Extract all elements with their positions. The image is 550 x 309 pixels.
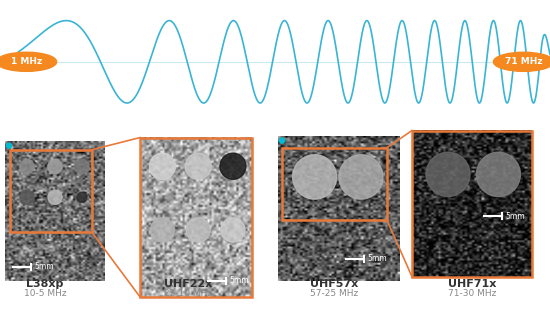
Bar: [10, 150, 92, 232]
Circle shape: [279, 138, 284, 143]
Circle shape: [48, 190, 62, 204]
Circle shape: [150, 218, 174, 242]
Text: 10-5 MHz: 10-5 MHz: [24, 289, 67, 298]
Bar: [140, 138, 252, 297]
Circle shape: [426, 152, 470, 197]
Circle shape: [77, 192, 87, 202]
Circle shape: [150, 153, 175, 179]
Text: UHF22x: UHF22x: [164, 279, 212, 289]
Text: 5mm: 5mm: [34, 262, 54, 271]
Text: 71-30 MHz: 71-30 MHz: [448, 289, 496, 298]
Text: 57-25 MHz: 57-25 MHz: [310, 289, 358, 298]
Circle shape: [48, 160, 62, 174]
Ellipse shape: [493, 52, 550, 71]
Text: L38xp: L38xp: [26, 279, 64, 289]
Circle shape: [185, 153, 211, 179]
Text: 5mm: 5mm: [505, 212, 525, 221]
Ellipse shape: [0, 52, 57, 71]
Text: UHF57x: UHF57x: [310, 279, 358, 289]
Text: 22-10 MHz: 22-10 MHz: [164, 289, 212, 298]
Circle shape: [75, 160, 89, 174]
Circle shape: [220, 153, 246, 179]
Circle shape: [339, 155, 383, 199]
Text: 71 MHz: 71 MHz: [505, 57, 542, 66]
Bar: [282, 148, 387, 220]
Circle shape: [476, 152, 520, 197]
Circle shape: [20, 190, 34, 204]
Circle shape: [293, 155, 337, 199]
Circle shape: [20, 160, 34, 174]
Circle shape: [186, 218, 210, 242]
Bar: [412, 130, 532, 277]
Text: 1 MHz: 1 MHz: [11, 57, 42, 66]
Text: 5mm: 5mm: [229, 276, 249, 285]
Text: UHF71x: UHF71x: [448, 279, 496, 289]
Circle shape: [7, 143, 12, 148]
Circle shape: [221, 218, 245, 242]
Text: 5mm: 5mm: [367, 254, 387, 263]
